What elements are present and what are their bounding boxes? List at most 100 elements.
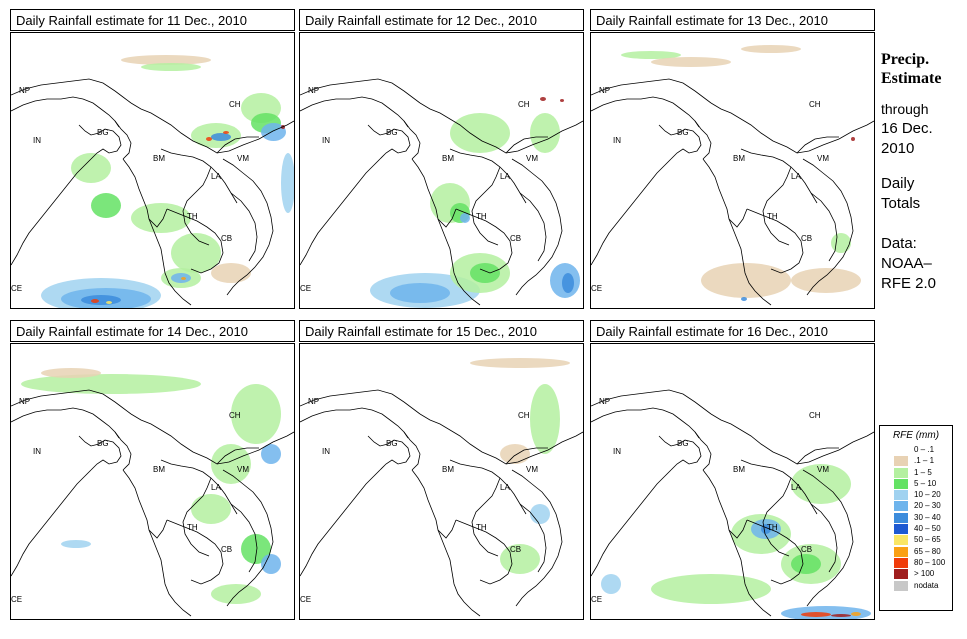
country-border — [11, 389, 132, 415]
country-border — [455, 208, 513, 274]
country-label-bm: BM — [442, 465, 454, 474]
country-label-la: LA — [500, 172, 510, 181]
country-border — [300, 158, 381, 266]
legend-swatch — [894, 546, 908, 557]
legend-label: 50 – 65 — [914, 535, 941, 545]
rain-area — [851, 612, 861, 616]
country-border — [658, 124, 702, 160]
country-border — [11, 96, 120, 128]
country-border — [300, 96, 409, 128]
legend-item: 20 – 30 — [880, 500, 952, 512]
legend-label: 1 – 5 — [914, 467, 932, 477]
rain-area — [91, 193, 121, 218]
legend-label: > 100 — [914, 569, 935, 579]
legend-label: 30 – 40 — [914, 512, 941, 522]
country-label-np: NP — [599, 86, 610, 95]
country-label-la: LA — [211, 172, 221, 181]
legend-swatch — [894, 467, 908, 478]
rainfall-map: NP CH IN BG BM VM LA TH CB CE — [590, 32, 875, 309]
country-label-np: NP — [599, 397, 610, 406]
country-label-bg: BG — [97, 128, 109, 137]
legend-swatch — [894, 535, 908, 546]
country-border — [728, 529, 772, 617]
legend-label: 0 – .1 — [914, 445, 935, 454]
rain-area — [530, 504, 550, 524]
country-label-ce: CE — [11, 284, 22, 293]
country-border — [702, 158, 748, 228]
legend-item: 80 – 100 — [880, 557, 952, 568]
rain-area — [231, 384, 281, 444]
rain-area — [191, 494, 231, 524]
country-label-ce: CE — [300, 595, 311, 604]
country-border — [11, 158, 92, 266]
country-border — [740, 459, 818, 515]
rain-area — [261, 554, 281, 574]
country-label-bg: BG — [386, 439, 398, 448]
country-label-cb: CB — [510, 234, 521, 243]
rainfall-map: NP CH IN BG BM VM LA TH CB CE — [10, 32, 295, 309]
country-label-ce: CE — [300, 284, 311, 293]
country-border — [367, 435, 411, 471]
country-border — [222, 469, 274, 607]
country-label-th: TH — [767, 212, 778, 221]
rain-area — [181, 277, 186, 280]
country-label-np: NP — [308, 397, 319, 406]
rain-area — [851, 137, 855, 141]
country-border — [746, 519, 804, 585]
rain-area — [211, 584, 261, 604]
country-border — [182, 166, 212, 246]
country-label-bg: BG — [97, 439, 109, 448]
rainfall-map: NP CH IN BG BM VM LA TH CB CE — [10, 343, 295, 620]
country-border — [11, 407, 120, 439]
rain-area — [530, 113, 560, 153]
legend-item: 50 – 65 — [880, 534, 952, 546]
side-date-line1: 16 Dec. — [881, 120, 933, 137]
rain-area — [540, 97, 546, 101]
legend-label: 5 – 10 — [914, 478, 937, 488]
side-date-block: through 16 Dec. 2010 — [881, 99, 967, 159]
rain-area — [61, 540, 91, 548]
country-border — [810, 503, 838, 573]
country-label-la: LA — [791, 172, 801, 181]
country-border — [591, 469, 672, 577]
rain-area — [390, 283, 450, 303]
country-border — [367, 124, 411, 160]
country-border — [11, 469, 92, 577]
rain-area — [470, 358, 570, 368]
legend-item: nodata — [880, 580, 952, 591]
legend-swatch — [894, 501, 908, 512]
country-label-cb: CB — [801, 545, 812, 554]
rain-area — [791, 464, 851, 504]
country-label-th: TH — [187, 523, 198, 532]
country-label-vm: VM — [817, 465, 829, 474]
country-border — [230, 503, 258, 573]
country-label-bg: BG — [386, 128, 398, 137]
legend-swatch — [894, 490, 908, 501]
rain-area — [500, 444, 530, 464]
legend-item: > 100 — [880, 568, 952, 580]
country-border — [519, 503, 547, 573]
side-daily-line1: Daily — [881, 175, 915, 192]
country-border — [419, 413, 583, 465]
country-label-bg: BG — [677, 439, 689, 448]
country-label-in: IN — [613, 136, 621, 145]
rain-area — [121, 55, 211, 65]
legend-label: 40 – 50 — [914, 524, 941, 534]
country-label-la: LA — [791, 483, 801, 492]
legend-label: 10 – 20 — [914, 490, 941, 500]
country-border — [437, 218, 481, 306]
country-label-cb: CB — [801, 234, 812, 243]
country-border — [802, 158, 854, 296]
side-through: through — [881, 101, 929, 117]
side-title-line1: Precip. — [881, 51, 930, 68]
country-border — [437, 529, 481, 617]
side-data-line2: NOAA– — [881, 255, 932, 272]
rain-area — [261, 444, 281, 464]
rain-area — [223, 131, 229, 134]
rain-area — [211, 263, 251, 283]
panel-title: Daily Rainfall estimate for 16 Dec., 201… — [590, 320, 875, 342]
side-daily-block: Daily Totals — [881, 174, 967, 214]
rain-area — [206, 137, 212, 141]
country-border — [403, 431, 421, 471]
country-border — [449, 148, 527, 204]
